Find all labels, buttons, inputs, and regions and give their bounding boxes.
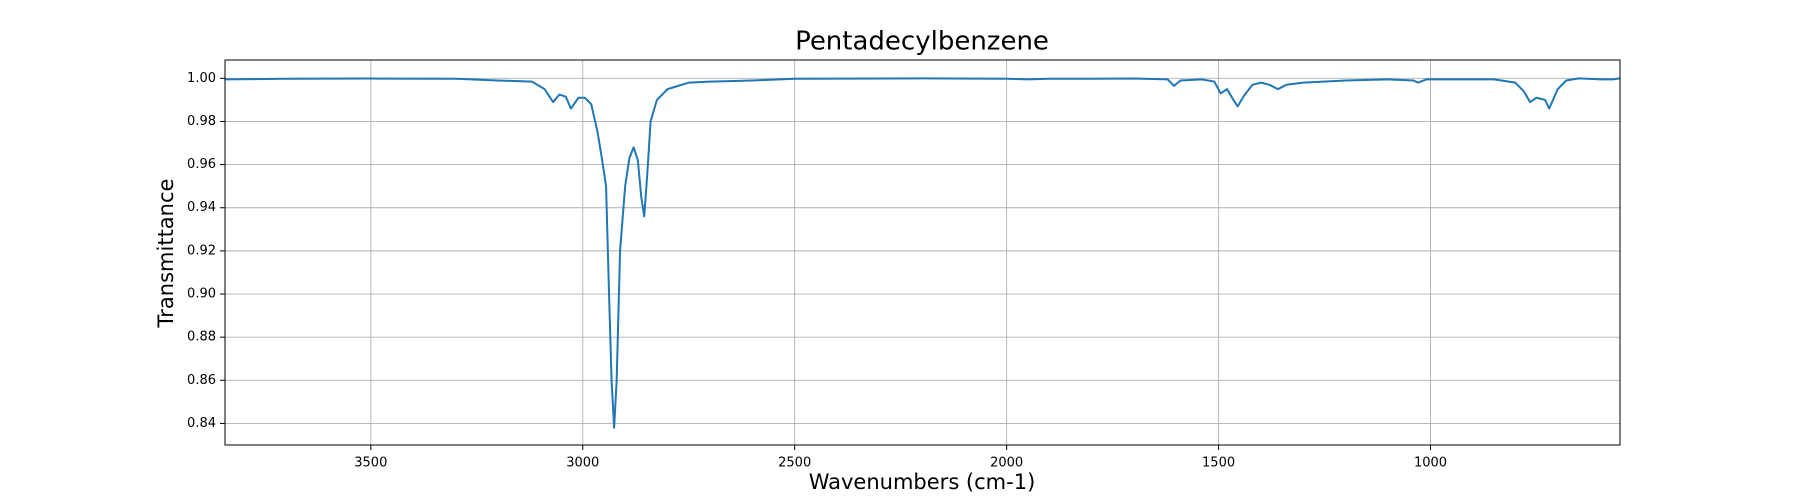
x-tick-label: 2500 [778,456,811,471]
x-tick-label: 1000 [1414,456,1447,471]
y-tick-label: 0.86 [187,373,216,388]
x-tick-label: 3000 [566,456,599,471]
y-axis-label: Transmittance [154,179,178,329]
spectrum-line [224,77,1621,429]
x-tick-label: 1500 [1202,456,1235,471]
y-tick-label: 0.92 [187,243,216,258]
x-tick-label: 3500 [354,456,387,471]
y-tick-label: 0.88 [187,330,216,345]
x-tick-label: 2000 [990,456,1023,471]
y-tick-label: 0.98 [187,114,216,129]
chart-title: Pentadecylbenzene [795,27,1049,57]
x-axis-label: Wavenumbers (cm-1) [809,470,1036,494]
plot-frame [224,59,1621,446]
y-tick-label: 0.90 [187,287,216,302]
y-tick-label: 0.84 [187,416,216,431]
y-tick-label: 0.94 [187,200,216,215]
y-tick-label: 1.00 [187,71,216,86]
y-tick-label: 0.96 [187,157,216,172]
